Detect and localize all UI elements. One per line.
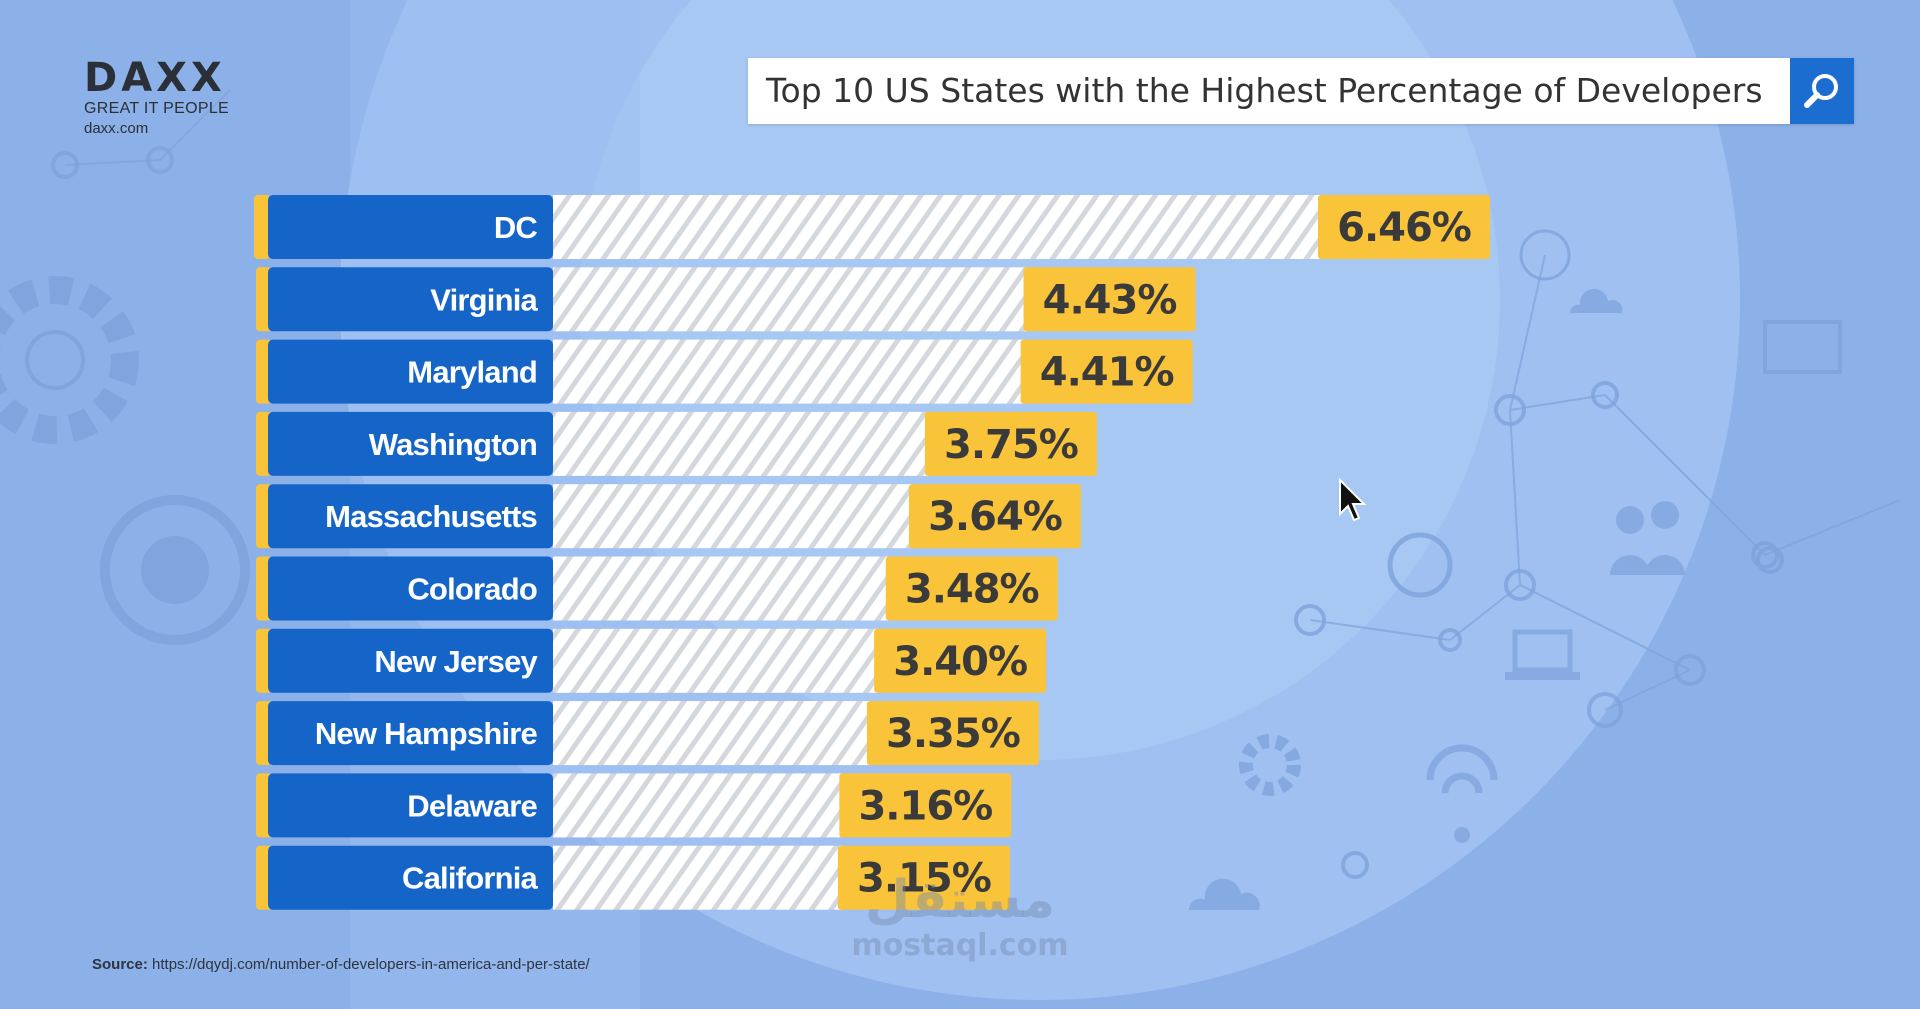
value-label: 3.75%: [944, 422, 1078, 468]
category-label: Virginia: [430, 282, 538, 317]
value-label-box: [1020, 339, 1193, 404]
watermark-latin: mostaql.com: [851, 928, 1069, 963]
value-label-box: [1023, 267, 1196, 332]
source-label: Source:: [92, 956, 148, 973]
category-label-box: [268, 845, 553, 910]
value-label-box: [874, 628, 1047, 693]
category-label: California: [402, 861, 539, 896]
value-label: 3.64%: [928, 494, 1062, 540]
search-bar: Top 10 US States with the Highest Percen…: [748, 58, 1854, 124]
category-label: Massachusetts: [325, 499, 537, 534]
watermark: مستقل mostaql.com: [840, 870, 1080, 962]
category-label: DC: [494, 210, 538, 245]
logo-wordmark: DAXX: [84, 55, 226, 101]
bar-row: Maryland 4.41%: [256, 339, 1193, 404]
value-label: 3.48%: [905, 567, 1039, 613]
mouse-cursor-icon: [1339, 478, 1367, 522]
category-label-box: [268, 195, 553, 259]
category-label: New Hampshire: [315, 716, 538, 751]
search-button[interactable]: [1790, 58, 1854, 124]
bar-row: Washington 3.75%: [256, 411, 1097, 476]
bar-row: Virginia 4.43%: [256, 267, 1196, 332]
watermark-arabic: مستقل: [864, 870, 1056, 930]
value-label: 6.46%: [1337, 205, 1471, 251]
category-label-box: [268, 628, 553, 693]
bar-row: DC 6.46%: [254, 195, 1490, 259]
bar-row: New Jersey 3.40%: [256, 628, 1047, 693]
bar: [553, 556, 890, 621]
value-label-box: [885, 556, 1058, 621]
value-label: 3.15%: [857, 856, 991, 902]
bar: [553, 628, 879, 693]
logo-site: daxx.com: [84, 120, 149, 137]
bar: [553, 845, 842, 910]
search-icon: [1804, 74, 1838, 108]
value-label-box: [908, 484, 1081, 549]
category-label-box: [268, 484, 553, 549]
bar: [553, 195, 1322, 259]
value-label: 4.41%: [1040, 350, 1174, 396]
value-label-box: [837, 845, 1010, 910]
bar-row: Delaware 3.16%: [256, 773, 1012, 838]
category-label: Maryland: [407, 355, 537, 390]
bar-accent: [254, 195, 270, 259]
bar: [553, 484, 913, 549]
bar: [553, 411, 929, 476]
value-label-box: [924, 411, 1097, 476]
category-label: New Jersey: [374, 644, 538, 679]
source-url[interactable]: https://dqydj.com/number-of-developers-i…: [152, 956, 590, 973]
bar-row: Massachusetts 3.64%: [256, 484, 1081, 549]
category-label: Delaware: [407, 788, 537, 823]
category-label-box: [268, 411, 553, 476]
category-label-box: [268, 267, 553, 332]
category-label: Washington: [369, 427, 537, 462]
bar: [553, 773, 844, 838]
category-label: Colorado: [407, 572, 537, 607]
value-label: 3.16%: [858, 783, 992, 829]
category-label-box: [268, 556, 553, 621]
bar-row: Colorado 3.48%: [256, 556, 1058, 621]
source-note: Source: https://dqydj.com/number-of-deve…: [92, 956, 590, 973]
value-label-box: [866, 701, 1039, 766]
value-label: 3.40%: [893, 639, 1027, 685]
search-query[interactable]: Top 10 US States with the Highest Percen…: [766, 71, 1763, 110]
brand-logo: DAXX GREAT IT PEOPLE daxx.com: [84, 58, 229, 138]
bar: [553, 267, 1028, 332]
logo-tagline: GREAT IT PEOPLE: [84, 100, 229, 117]
value-label: 3.35%: [886, 711, 1020, 757]
category-label-box: [268, 773, 553, 838]
bar-row: New Hampshire 3.35%: [256, 701, 1039, 766]
bar-row: California 3.15%: [256, 845, 1010, 910]
value-label-box: [1318, 195, 1490, 259]
value-label-box: [839, 773, 1012, 838]
category-label-box: [268, 339, 553, 404]
bar: [553, 339, 1025, 404]
bar: [553, 701, 871, 766]
value-label: 4.43%: [1043, 277, 1177, 323]
category-label-box: [268, 701, 553, 766]
